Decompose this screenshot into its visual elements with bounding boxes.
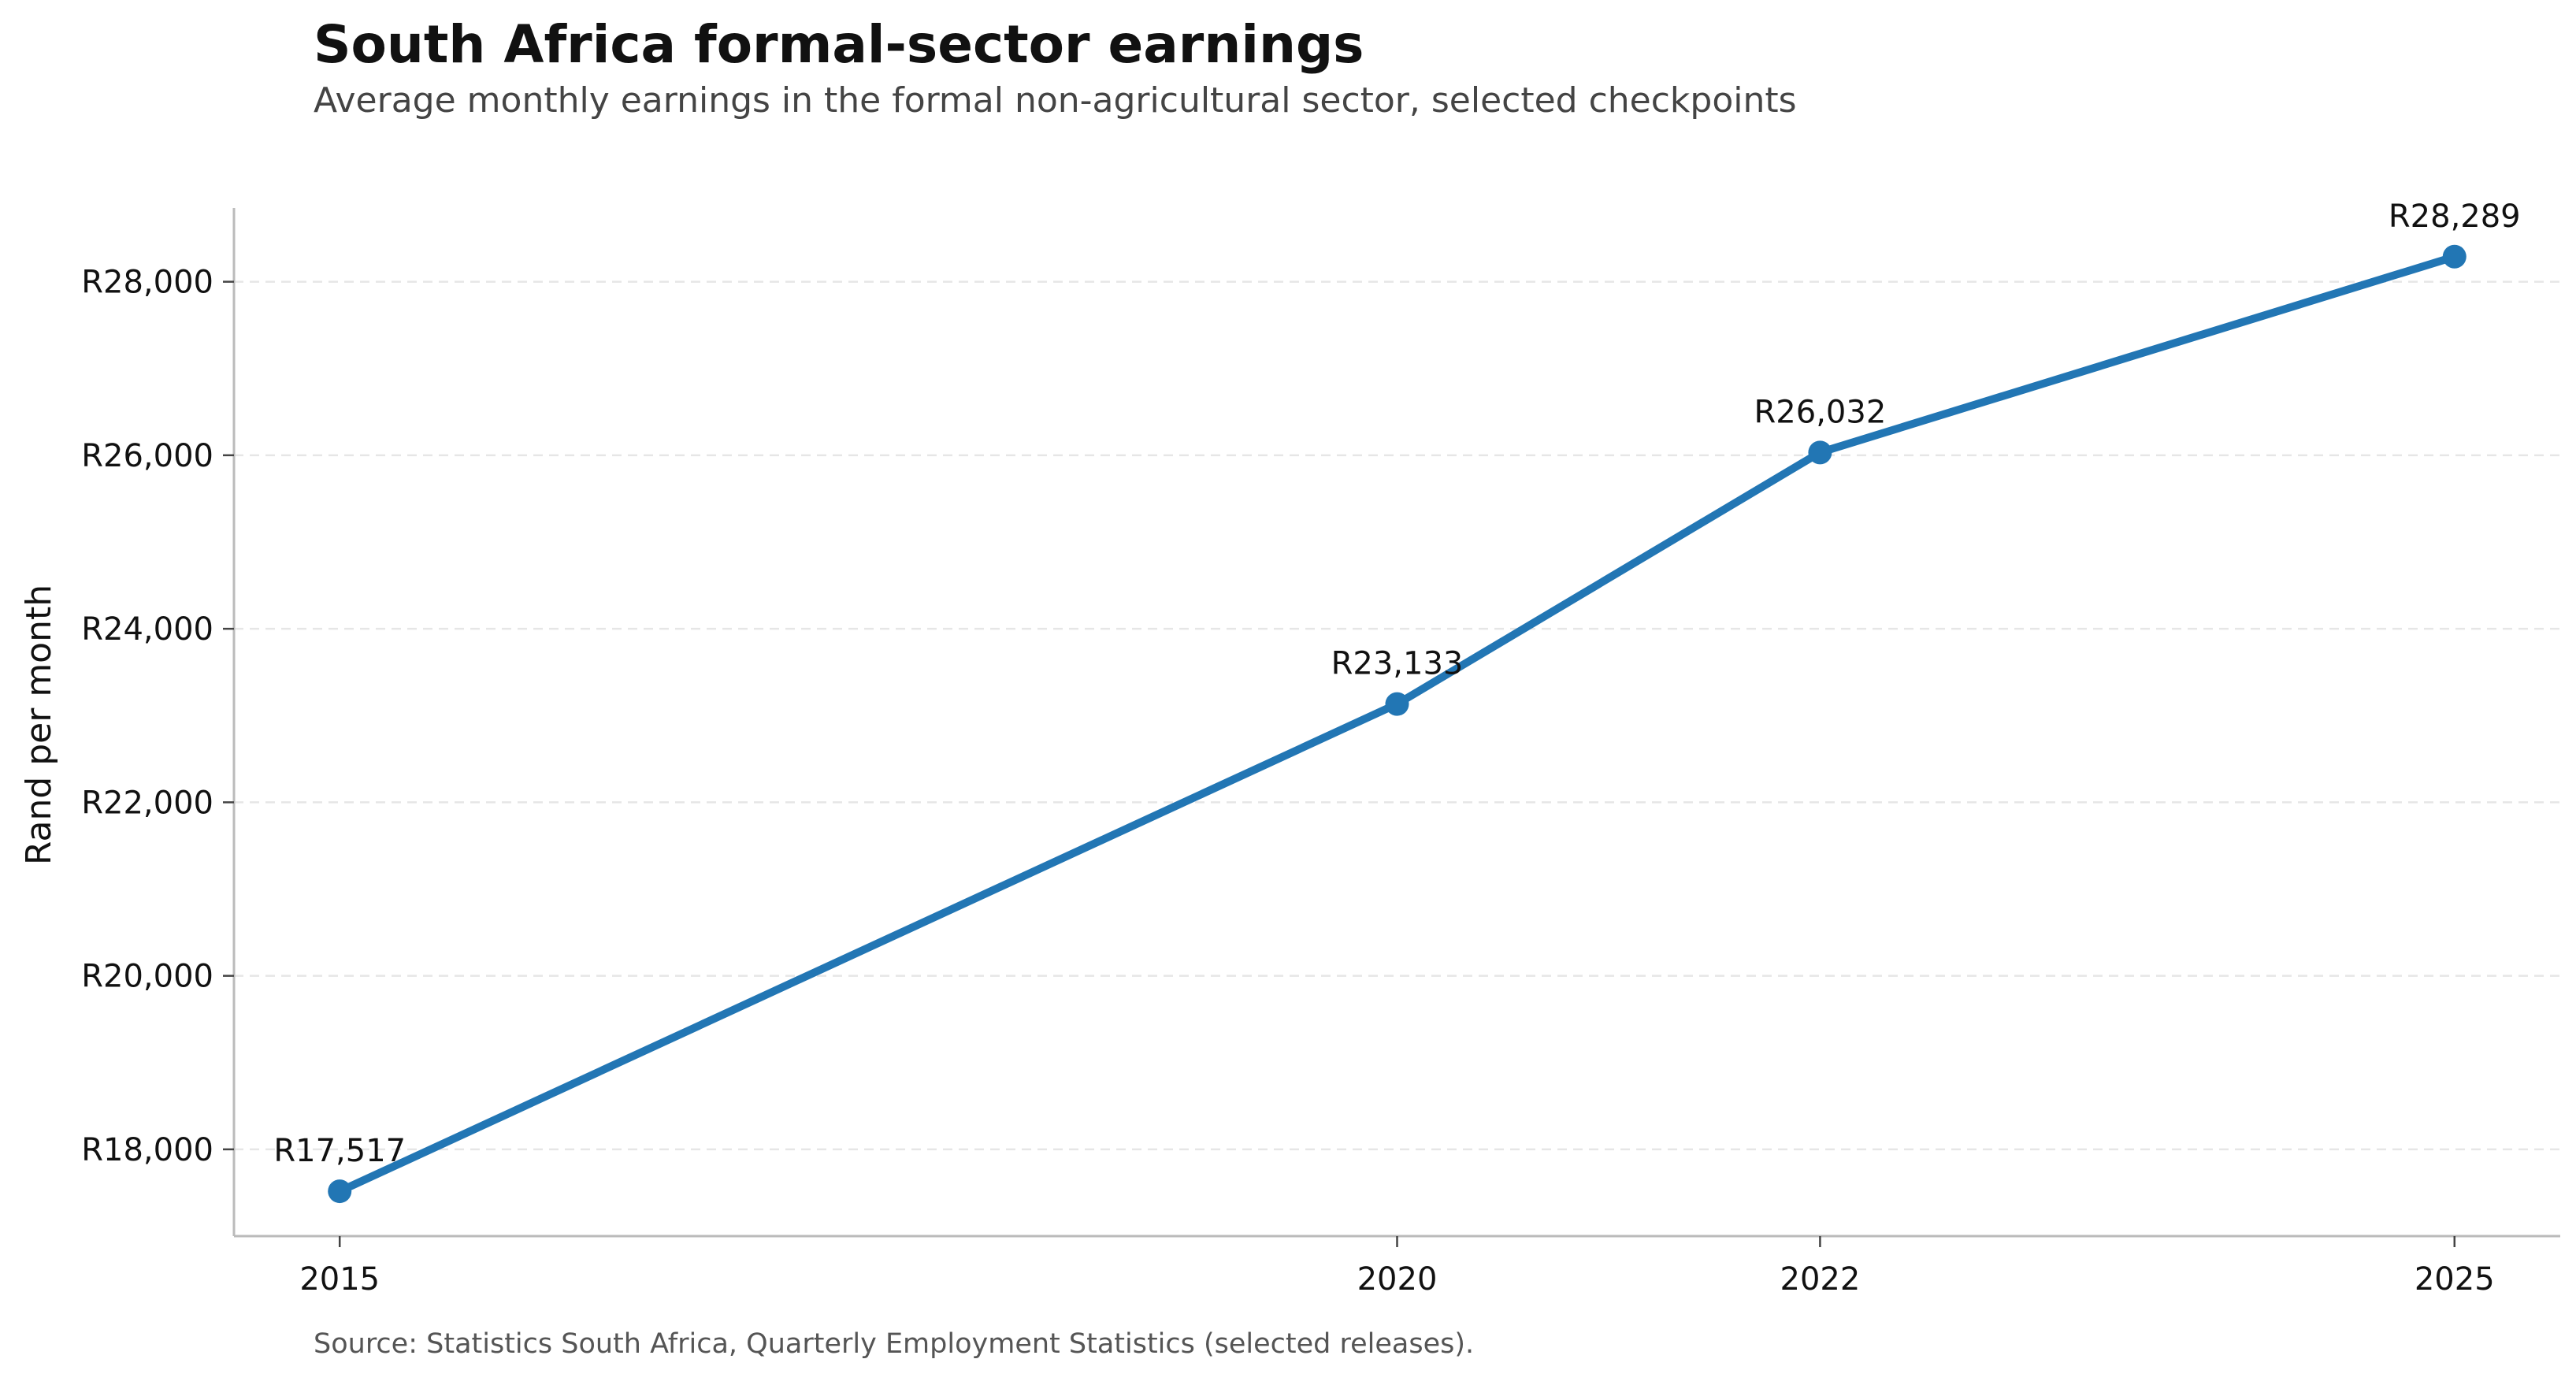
data-points bbox=[328, 244, 2467, 1204]
data-label: R28,289 bbox=[2389, 199, 2521, 235]
data-label: R26,032 bbox=[1754, 394, 1887, 430]
y-ticks: R18,000 R20,000 R22,000 R24,000 R26,000 R28,0… bbox=[81, 265, 234, 1168]
y-tick-label: R22,000 bbox=[81, 785, 213, 821]
data-point bbox=[1808, 440, 1832, 465]
y-tick-label: R18,000 bbox=[81, 1132, 213, 1168]
chart-source: Source: Statistics South Africa, Quarter… bbox=[314, 1328, 1475, 1360]
data-point bbox=[328, 1179, 352, 1204]
x-ticks: 2015 2020 2022 2025 bbox=[299, 1236, 2495, 1298]
x-tick-label: 2020 bbox=[1357, 1261, 1438, 1298]
series-line bbox=[336, 252, 2459, 1196]
data-point bbox=[1385, 692, 1409, 716]
chart-title: South Africa formal-sector earnings bbox=[314, 14, 1364, 75]
y-tick-label: R26,000 bbox=[81, 438, 213, 474]
x-tick-label: 2025 bbox=[2415, 1261, 2495, 1298]
grid-lines bbox=[234, 280, 2560, 1151]
y-tick-label: R28,000 bbox=[81, 265, 213, 301]
data-labels: R17,517 R23,133 R26,032 R28,289 bbox=[273, 199, 2520, 1169]
y-axis-label: Rand per month bbox=[19, 585, 59, 865]
series-earnings bbox=[336, 252, 2459, 1196]
chart-subtitle: Average monthly earnings in the formal n… bbox=[314, 80, 1797, 121]
x-tick-label: 2015 bbox=[299, 1261, 380, 1298]
data-point bbox=[2442, 244, 2467, 269]
y-tick-label: R20,000 bbox=[81, 959, 213, 995]
y-tick-label: R24,000 bbox=[81, 611, 213, 648]
x-tick-label: 2022 bbox=[1780, 1261, 1861, 1298]
data-label: R17,517 bbox=[273, 1133, 406, 1169]
data-label: R23,133 bbox=[1331, 646, 1464, 682]
